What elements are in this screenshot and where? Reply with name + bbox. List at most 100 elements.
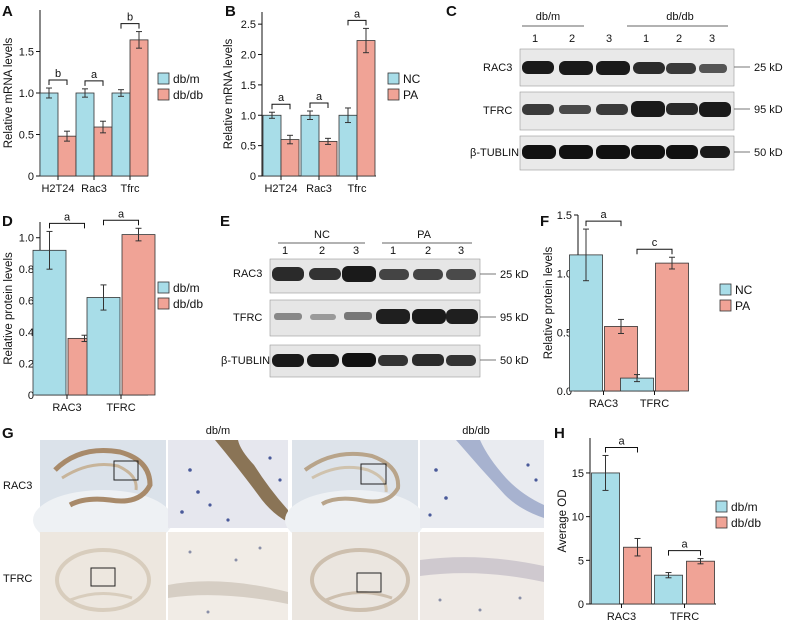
- blot-e-band: [412, 309, 446, 324]
- ihc-col-label-dbm: db/m: [206, 425, 230, 437]
- ihc-col-label-dbdb: db/db: [462, 425, 490, 437]
- y-tick-label: 15: [572, 468, 584, 480]
- bar: [654, 574, 683, 605]
- y-axis-label: Average OD: [557, 489, 569, 552]
- significance-bracket: [309, 102, 329, 109]
- x-tick-label: RAC3: [607, 611, 636, 623]
- x-tick-label: Rac3: [81, 183, 107, 195]
- blot-c-band: [596, 61, 630, 75]
- legend-swatch: [715, 516, 728, 529]
- ihc-image-rac3-dbdb-high: [420, 440, 544, 528]
- panel-letter-h: H: [554, 425, 565, 442]
- y-axis-label: Relative mRNA levels: [3, 37, 15, 148]
- blot-e-band: [272, 354, 304, 367]
- x-tick-label: H2T24: [264, 183, 297, 195]
- y-tick-label: 2.5: [241, 19, 256, 31]
- blot-e-group2: PA: [417, 229, 432, 241]
- blot-c-band-label: TFRC: [483, 105, 512, 117]
- blot-e-group1: NC: [314, 229, 330, 241]
- blot-e-lane: 3: [458, 245, 464, 257]
- y-tick-label: 0: [28, 390, 34, 402]
- bar: [32, 249, 67, 396]
- bar: [686, 560, 715, 605]
- y-tick-label: 1.0: [557, 269, 572, 281]
- y-axis-label: Relative protein levels: [543, 247, 555, 360]
- y-tick-label: 0.6: [19, 296, 34, 308]
- panel-letter-e: E: [220, 213, 230, 230]
- significance-label: a: [618, 435, 625, 447]
- legend-label: PA: [735, 299, 750, 313]
- panel-letter-a: A: [2, 3, 13, 20]
- blot-c-size: 25 kD: [754, 62, 783, 74]
- blot-e-lane: 2: [425, 245, 431, 257]
- legend-label: db/m: [731, 500, 758, 514]
- y-tick-label: 0.0: [557, 386, 572, 398]
- bar: [75, 92, 95, 177]
- ihc-row-label-tfrc: TFRC: [3, 573, 32, 585]
- ihc-image-rac3-dbm-high: [168, 440, 288, 528]
- blot-e-lane: 1: [282, 245, 288, 257]
- bar: [591, 472, 620, 605]
- blot-e-band: [378, 355, 408, 366]
- legend-label: db/db: [173, 88, 203, 102]
- y-tick-label: 0: [250, 171, 256, 183]
- y-tick-label: 0: [578, 599, 584, 611]
- blot-e-lane: 1: [390, 245, 396, 257]
- y-tick-label: 0: [28, 171, 34, 183]
- significance-label: a: [681, 539, 688, 551]
- legend-label: db/db: [173, 297, 203, 311]
- blot-c-lane: 1: [643, 33, 649, 45]
- legend-swatch: [157, 281, 170, 294]
- blot-c-lane: 1: [532, 33, 538, 45]
- blot-c-group2: db/db: [666, 11, 694, 23]
- chart-f: 0.0 0.5 1.0 1.5 Relative protein levels RAC3 a…: [543, 209, 753, 410]
- blot-c-band: [633, 62, 665, 74]
- bar: [86, 297, 121, 396]
- significance-bracket: [605, 446, 638, 453]
- legend-swatch: [157, 297, 170, 310]
- y-tick-label: 0.8: [19, 264, 34, 276]
- blot-c-size: 50 kD: [754, 147, 783, 159]
- blot-e-band: [310, 314, 336, 320]
- bar: [39, 92, 59, 177]
- blot-e-band: [446, 309, 478, 324]
- blot-e-band: [274, 313, 302, 320]
- x-tick-label: H2T24: [41, 183, 74, 195]
- legend-label: db/m: [173, 72, 200, 86]
- blot-c-band: [522, 145, 556, 159]
- significance-label: a: [64, 211, 71, 223]
- y-tick-label: 2.0: [241, 50, 256, 62]
- blot-c-band: [522, 61, 554, 74]
- bar: [338, 114, 358, 177]
- panel-letter-f: F: [540, 213, 549, 230]
- blot-e-band: [342, 266, 376, 282]
- chart-b: 0 0.5 1.0 1.5 2.0 2.5 Relative mRNA levels H2T2…: [223, 8, 421, 195]
- blot-e-band: [379, 269, 409, 280]
- blot-e-band-label: RAC3: [233, 268, 262, 280]
- bar: [655, 262, 689, 392]
- ihc-image-tfrc-dbm-high: [168, 532, 288, 620]
- significance-bracket: [103, 219, 139, 226]
- legend-swatch: [719, 283, 732, 296]
- legend-swatch: [157, 88, 170, 101]
- y-tick-label: 1.0: [241, 110, 256, 122]
- blot-c-band: [666, 103, 698, 115]
- blot-c-lane: 2: [569, 33, 575, 45]
- x-tick-label: Tfrc: [348, 183, 367, 195]
- legend-swatch: [719, 299, 732, 312]
- significance-bracket: [636, 248, 673, 255]
- significance-label: a: [316, 91, 323, 103]
- blot-c-band: [631, 145, 665, 159]
- blot-c-band: [700, 146, 730, 158]
- y-tick-label: 5: [578, 555, 584, 567]
- legend-label: NC: [403, 72, 421, 86]
- ihc-image-tfrc-dbdb-low: [292, 532, 418, 620]
- y-tick-label: 10: [572, 512, 584, 524]
- blot-c-size: 95 kD: [754, 104, 783, 116]
- x-tick-label: Rac3: [306, 183, 332, 195]
- blot-c-lane: 2: [676, 33, 682, 45]
- chart-a: 0 0.5 1.0 1.5 Relative mRNA levels H2T24 b Rac3…: [3, 10, 203, 195]
- y-axis-label: Relative protein levels: [3, 252, 15, 365]
